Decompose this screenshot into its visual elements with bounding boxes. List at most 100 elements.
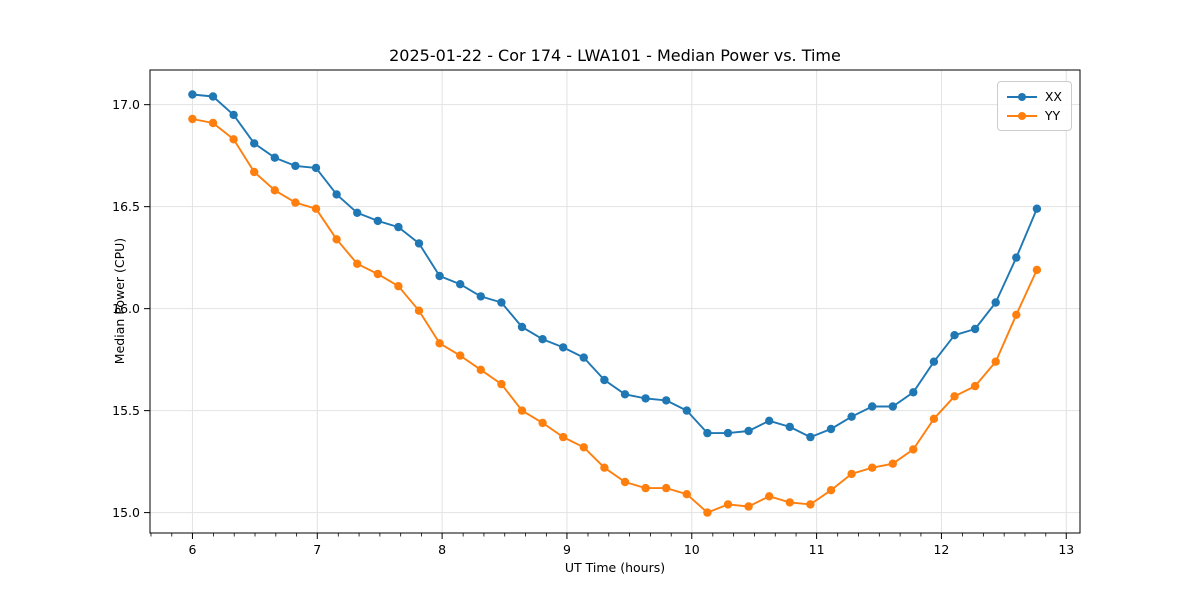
- series-YY-point: [517, 406, 527, 415]
- chart-title: 2025-01-22 - Cor 174 - LWA101 - Median P…: [389, 46, 841, 65]
- series-YY-point: [662, 483, 671, 493]
- series-YY-point: [291, 198, 300, 207]
- x-tick-label: 10: [684, 542, 700, 557]
- series-YY-point: [559, 432, 568, 442]
- series-XX-line: [191, 93, 1038, 439]
- x-tick-label: 9: [563, 542, 571, 557]
- series-YY-point: [929, 414, 939, 423]
- x-tick-label: 8: [438, 542, 446, 557]
- series-XX-point: [765, 416, 774, 425]
- series-XX-point: [1032, 204, 1042, 213]
- series-YY-point: [723, 500, 733, 509]
- series-XX-point: [476, 292, 485, 301]
- legend-entry-xx: XX: [1006, 87, 1062, 106]
- legend: XX YY: [996, 81, 1072, 131]
- series-YY-point: [888, 459, 897, 468]
- series-XX-point: [229, 110, 238, 120]
- series-XX-point: [1012, 253, 1021, 262]
- series-XX-point: [538, 335, 547, 344]
- series-XX-point: [414, 239, 424, 248]
- series-YY-point: [250, 167, 259, 177]
- series-XX-point: [888, 402, 897, 411]
- series-XX-point: [311, 163, 321, 173]
- legend-label-yy: YY: [1044, 108, 1061, 123]
- x-axis-label: UT Time (hours): [564, 560, 666, 575]
- y-tick-label: 15.0: [112, 505, 140, 520]
- series-XX-point: [991, 298, 1000, 307]
- series-YY-point: [909, 445, 918, 454]
- x-tick-label: 11: [809, 542, 825, 557]
- series-XX-point: [970, 324, 980, 334]
- series-XX-point: [353, 208, 362, 217]
- series-YY-point: [785, 498, 794, 507]
- series-YY-point: [579, 443, 588, 452]
- series-YY-point: [641, 483, 650, 493]
- series-XX-point: [682, 406, 691, 415]
- series-YY-point: [414, 306, 424, 315]
- series-YY-point: [229, 135, 238, 144]
- series-XX-point: [373, 216, 382, 226]
- x-tick-label: 12: [933, 542, 949, 557]
- series-XX-point: [785, 422, 794, 432]
- series-YY-point: [703, 508, 712, 517]
- series-XX-point: [332, 190, 341, 199]
- series-XX-point: [517, 322, 527, 332]
- series-YY-point: [394, 282, 403, 291]
- series-XX-point: [208, 92, 218, 101]
- series-XX-point: [270, 153, 279, 162]
- series-YY-line: [191, 118, 1038, 514]
- series-XX-point: [188, 90, 197, 99]
- series-YY-point: [1012, 310, 1021, 319]
- series-XX-point: [497, 298, 506, 307]
- series-XX-point: [579, 353, 588, 362]
- series-YY-point: [311, 204, 321, 213]
- series-YY-point: [847, 469, 856, 479]
- series-YY-point: [991, 357, 1000, 366]
- series-XX-point: [703, 428, 712, 438]
- x-tick-label: 13: [1058, 542, 1074, 557]
- series-XX-point: [394, 222, 403, 232]
- series-YY-point: [620, 477, 630, 487]
- series-XX-point: [600, 375, 609, 385]
- series-YY-point: [456, 351, 465, 360]
- series-XX-point: [847, 412, 856, 421]
- y-tick-label: 16.0: [112, 301, 140, 316]
- series-XX-point: [909, 388, 918, 397]
- series-YY-point: [682, 490, 691, 499]
- series-YY-point: [806, 500, 815, 509]
- series-XX-point: [868, 402, 877, 411]
- series-YY-point: [373, 269, 382, 279]
- y-tick-label: 16.5: [112, 199, 140, 214]
- series-XX-point: [559, 343, 568, 352]
- legend-label-xx: XX: [1044, 89, 1062, 104]
- series-YY-point: [497, 379, 506, 389]
- series-XX-point: [826, 424, 836, 434]
- series-YY-point: [270, 186, 279, 195]
- series-YY-point: [538, 418, 547, 428]
- series-XX-point: [950, 331, 959, 340]
- series-XX-point: [641, 394, 650, 403]
- series-YY-point: [826, 486, 836, 495]
- series-YY-point: [208, 118, 218, 128]
- series-YY-point: [765, 492, 774, 501]
- y-tick-label: 17.0: [112, 97, 140, 112]
- axes-spines: [149, 69, 1081, 534]
- series-YY-point: [868, 463, 877, 472]
- series-YY-point: [476, 365, 485, 374]
- series-YY-point: [188, 114, 197, 124]
- line-marker-icon: [1006, 92, 1037, 102]
- series-YY-point: [353, 259, 362, 268]
- series-XX-point: [291, 161, 300, 171]
- y-axis-label: Median Power (CPU): [112, 237, 127, 365]
- series-XX-point: [250, 139, 259, 148]
- series-YY-point: [744, 502, 753, 511]
- series-XX-point: [929, 357, 939, 366]
- legend-entry-yy: YY: [1006, 106, 1062, 125]
- series-XX-point: [723, 428, 733, 438]
- series-YY-point: [435, 339, 444, 348]
- series-XX-point: [662, 396, 671, 405]
- series-YY-point: [1032, 265, 1042, 275]
- series-YY-point: [600, 463, 609, 472]
